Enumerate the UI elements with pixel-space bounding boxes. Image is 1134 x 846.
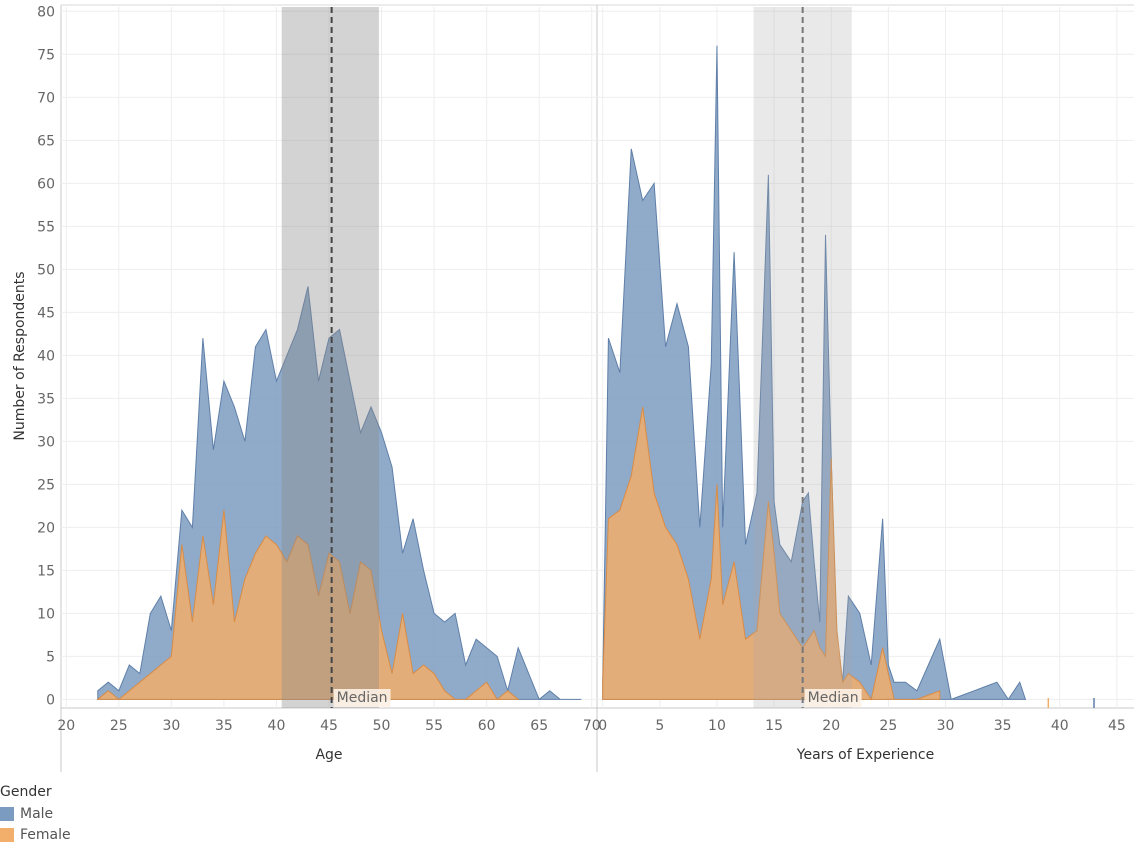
x-tick-label: 40 [1051, 718, 1069, 734]
area-male [602, 45, 1027, 701]
y-tick-label: 65 [37, 133, 55, 149]
y-tick-label: 75 [37, 47, 55, 63]
x-tick-label: 25 [110, 718, 128, 734]
y-tick-label: 35 [37, 391, 55, 407]
x-tick-label: 10 [708, 718, 726, 734]
x-tick-label: 65 [530, 718, 548, 734]
x-axis-title: Years of Experience [796, 747, 934, 763]
legend-item-male[interactable]: Male [0, 803, 71, 824]
x-tick-label: 30 [937, 718, 955, 734]
y-tick-label: 45 [37, 305, 55, 321]
y-tick-label: 55 [37, 219, 55, 235]
y-tick-label: 15 [37, 563, 55, 579]
reference-band [281, 7, 379, 708]
x-tick-label: 45 [1108, 718, 1126, 734]
legend-swatch-female [0, 827, 14, 842]
x-tick-label: 40 [268, 718, 286, 734]
x-axis-title: Age [315, 747, 342, 763]
chart-panel-2: Median 0 5 10 15 20 25 30 35 40 45 Years of Experie… [597, 7, 1134, 763]
x-tick-label: 20 [57, 718, 75, 734]
median-label-bg [804, 689, 862, 707]
legend-label-male: Male [20, 805, 54, 822]
legend-item-female[interactable]: Female [0, 824, 71, 845]
y-axis-title: Number of Respondents [12, 271, 28, 440]
y-tick-label: 10 [37, 606, 55, 622]
y-tick-label: 0 [46, 692, 55, 708]
median-label: Median [337, 690, 388, 706]
y-tick-label: 5 [46, 649, 55, 665]
x-tick-label: 20 [822, 718, 840, 734]
x-tick-label: 50 [373, 718, 391, 734]
x-tick-label: 55 [425, 718, 443, 734]
x-tick-label: 30 [162, 718, 180, 734]
x-tick-label: 35 [994, 718, 1012, 734]
y-tick-label: 70 [37, 90, 55, 106]
x-tick-label: 45 [320, 718, 338, 734]
legend-swatch-male [0, 806, 14, 821]
chart-panel-1: Median 20 25 30 35 40 45 50 55 60 65 70 Age 0 5 10 15 20 2… [12, 4, 601, 763]
y-tick-label: 80 [37, 4, 55, 20]
x-tick-label: 15 [765, 718, 783, 734]
x-tick-label: 60 [478, 718, 496, 734]
x-tick-label: 25 [879, 718, 897, 734]
x-tick-label: 5 [655, 718, 664, 734]
legend: Gender Male Female [0, 784, 71, 845]
legend-title: Gender [0, 784, 52, 800]
area-female [602, 406, 941, 701]
legend-label-female: Female [20, 826, 71, 843]
x-tick-label: 70 [583, 718, 601, 734]
y-tick-label: 60 [37, 176, 55, 192]
median-label: Median [808, 690, 859, 706]
y-tick-label: 50 [37, 262, 55, 278]
y-tick-label: 30 [37, 434, 55, 450]
y-tick-label: 40 [37, 348, 55, 364]
y-tick-label: 25 [37, 477, 55, 493]
median-label-bg [333, 689, 391, 707]
x-tick-label: 0 [598, 718, 607, 734]
area-female [96, 510, 520, 701]
x-tick-label: 35 [215, 718, 233, 734]
y-tick-label: 20 [37, 520, 55, 536]
